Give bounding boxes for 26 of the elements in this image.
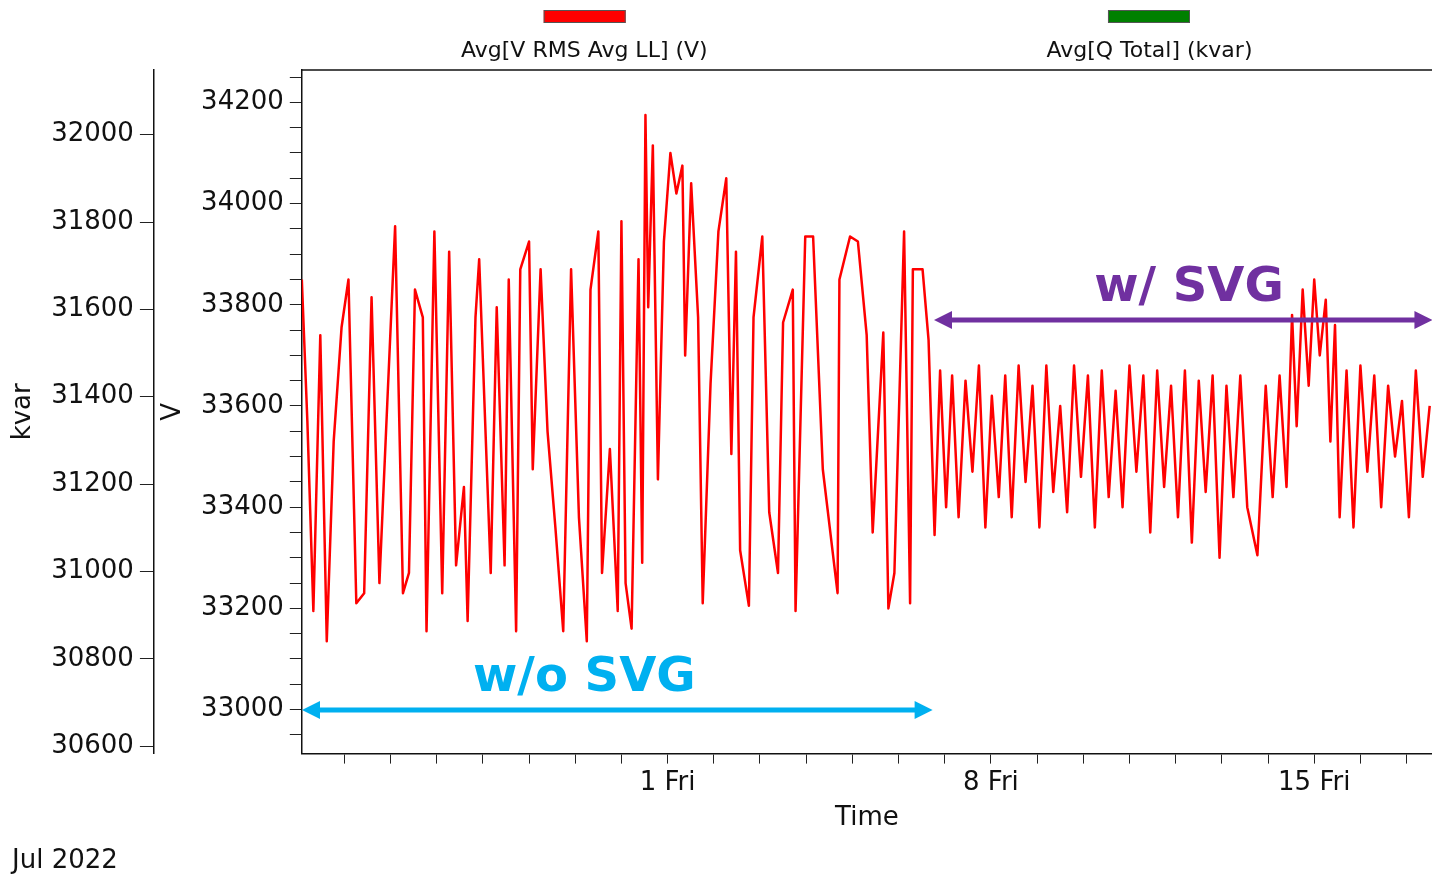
y-tick-label: 33400: [201, 489, 284, 520]
y-tick-label: 33000: [201, 692, 284, 723]
y2-tick-label: 30600: [51, 728, 134, 759]
y2-tick-label: 32000: [51, 117, 134, 148]
y2-tick-label: 31600: [51, 292, 134, 323]
y2-tick-label: 31000: [51, 554, 134, 585]
y2-axis-title: kvar: [6, 382, 37, 441]
x-tick-label: 15 Fri: [1278, 765, 1351, 796]
y-tick-label: 34200: [201, 85, 284, 116]
y-tick-label: 33800: [201, 287, 284, 318]
x-tick-label: 8 Fri: [963, 765, 1019, 796]
y2-tick-label: 31200: [51, 466, 134, 497]
text: Jul 2022: [12, 844, 118, 874]
y-tick-label: 34000: [201, 186, 284, 217]
y2-tick-label: 30800: [51, 641, 134, 672]
legend-label: Avg[Q Total] (kvar): [1046, 37, 1253, 62]
y-axis-title: V: [156, 402, 187, 421]
annotation: w/o SVG: [473, 645, 696, 702]
y2-tick-label: 31400: [51, 379, 134, 410]
annotation: w/ SVG: [1094, 256, 1284, 313]
x-tick-label: 1 Fri: [639, 765, 696, 796]
x-axis-title: Time: [834, 801, 899, 832]
y-tick-label: 33200: [201, 591, 284, 622]
legend-label: Avg[V RMS Avg LL] (V): [461, 37, 708, 62]
y-tick-label: 33600: [201, 388, 284, 419]
y2-tick-label: 31800: [51, 204, 134, 235]
